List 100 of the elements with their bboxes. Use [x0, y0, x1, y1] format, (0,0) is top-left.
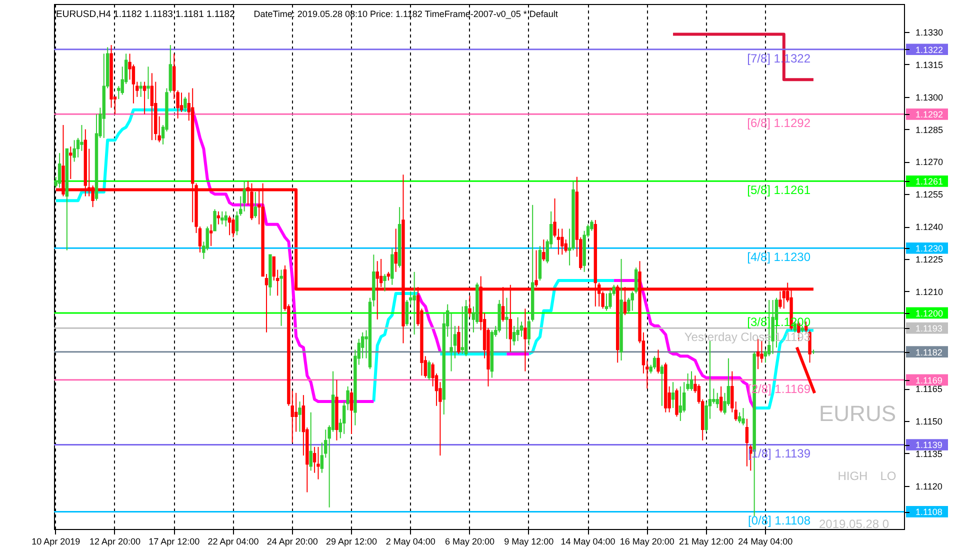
x-tick-label: 16 May 20:00 [620, 536, 674, 546]
y-tick-label: 1.1230 [916, 244, 944, 254]
y-tick-label: 1.1270 [916, 157, 944, 168]
candlestick [316, 446, 320, 480]
candlestick [350, 390, 354, 434]
candlestick [738, 412, 742, 424]
candlestick [280, 269, 283, 326]
candlestick [652, 356, 656, 370]
x-tick-label: 2 May 04:00 [386, 536, 436, 546]
annotation: 2019.05.28 0 [819, 517, 890, 531]
y-tick-label: 1.1120 [916, 481, 942, 492]
y-tick-label: 1.1255 [916, 190, 944, 200]
candlestick [242, 180, 246, 212]
candlestick [712, 388, 716, 404]
candlestick [412, 271, 416, 336]
candlestick [390, 248, 394, 286]
candlestick [716, 392, 719, 409]
ref-line-label: [6/8] 1.1292 [747, 116, 811, 130]
candlestick [468, 295, 472, 318]
candlestick [150, 72, 154, 141]
y-tick-label: 1.1169 [916, 375, 942, 386]
candlestick [742, 408, 745, 426]
candlestick [235, 210, 239, 236]
x-tick-label: 17 Apr 12:00 [148, 536, 200, 546]
candlestick [450, 312, 453, 372]
annotation: LO [880, 469, 896, 483]
candlestick [139, 81, 142, 98]
candlestick [184, 96, 187, 113]
x-tick-label: 12 Apr 20:00 [89, 536, 140, 546]
candlestick [690, 370, 694, 392]
candlestick [604, 293, 608, 312]
candlestick [534, 250, 538, 288]
y-tick-label: 1.1108 [916, 507, 942, 518]
candlestick [520, 321, 524, 338]
y-tick-label: 1.1300 [916, 92, 944, 102]
y-tick-label: 1.1135 [916, 448, 942, 459]
y-tick-label: 1.1330 [916, 28, 944, 38]
x-tick-label: 24 May 04:00 [738, 536, 793, 546]
x-tick-label: 10 Apr 2019 [32, 536, 80, 546]
x-tick-label: 24 Apr 20:00 [266, 536, 318, 546]
candlestick [394, 228, 398, 272]
y-tick-label: 1.1240 [916, 222, 944, 232]
candlestick [428, 360, 431, 380]
y-tick-label: 1.1193 [916, 324, 942, 334]
candlestick [608, 288, 612, 310]
candlestick [460, 306, 464, 354]
candlestick [298, 401, 302, 432]
ref-line-label: [4/8] 1.1230 [747, 250, 811, 264]
annotation: EURUS [819, 401, 896, 426]
x-tick-label: 14 May 04:00 [560, 536, 616, 546]
candlestick [69, 146, 72, 180]
candlestick [142, 81, 146, 115]
ref-line-label: [5/8] 1.1261 [747, 183, 811, 198]
y-tick-label: 1.1285 [916, 124, 944, 135]
candlestick [524, 308, 527, 372]
candlestick [771, 299, 774, 354]
y-tick-label: 1.1182 [916, 347, 942, 358]
candlestick [383, 274, 386, 292]
candlestick [206, 226, 209, 251]
x-tick-label: 22 Apr 04:00 [208, 536, 259, 546]
y-tick-label: 1.1261 [916, 176, 944, 187]
y-tick-label: 1.1165 [916, 384, 942, 394]
candlestick [220, 210, 224, 225]
candlestick [542, 238, 546, 262]
annotation: HIGH [838, 469, 868, 483]
x-tick-label: 21 May 12:00 [679, 536, 734, 546]
y-tick-label: 1.1292 [916, 110, 944, 120]
candlestick [224, 210, 228, 228]
candlestick [213, 208, 216, 232]
y-tick-label: 1.1139 [916, 440, 942, 450]
candlestick [228, 215, 232, 236]
candlestick [309, 412, 312, 472]
ref-line-label: [0/8] 1.1108 [748, 514, 811, 528]
candlestick [58, 152, 62, 188]
candlestick [516, 316, 520, 342]
y-tick-label: 1.1210 [916, 286, 944, 297]
y-tick-label: 1.1150 [916, 416, 942, 426]
candlestick [232, 217, 235, 238]
candlestick [671, 382, 675, 409]
candlestick [512, 325, 516, 346]
x-tick-label: 9 May 12:00 [504, 536, 554, 546]
candlestick [505, 297, 508, 340]
y-tick-label: 1.1322 [916, 44, 944, 55]
candlestick [216, 210, 220, 225]
candlestick [675, 388, 678, 418]
y-tick-label: 1.1225 [916, 254, 944, 264]
candlestick [254, 191, 258, 218]
candlestick [678, 386, 682, 422]
y-tick-label: 1.1315 [916, 60, 944, 70]
candlestick [560, 228, 564, 256]
candlestick [719, 386, 723, 413]
candlestick [72, 140, 76, 162]
x-tick-label: 29 Apr 12:00 [326, 536, 378, 546]
candlestick [656, 349, 660, 374]
candlestick [80, 124, 84, 152]
candlestick [660, 364, 664, 406]
candlestick [146, 66, 150, 100]
candlestick [457, 325, 460, 354]
y-tick-label: 1.1200 [916, 308, 944, 318]
candlestick [294, 392, 298, 432]
